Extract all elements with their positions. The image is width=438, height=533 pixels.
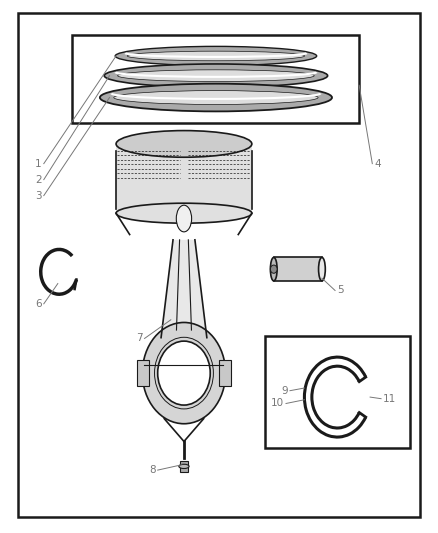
Text: 4: 4 <box>374 159 381 168</box>
Bar <box>116 144 252 213</box>
Ellipse shape <box>116 131 252 157</box>
Bar <box>180 461 188 472</box>
Text: 5: 5 <box>337 286 344 295</box>
Ellipse shape <box>318 257 325 281</box>
Ellipse shape <box>100 84 332 111</box>
Text: 2: 2 <box>35 175 42 184</box>
Ellipse shape <box>114 91 318 104</box>
Ellipse shape <box>179 464 189 469</box>
Text: 3: 3 <box>35 191 42 200</box>
Bar <box>265 336 410 448</box>
Bar <box>137 360 149 386</box>
Ellipse shape <box>116 203 252 223</box>
Bar <box>219 360 231 386</box>
Ellipse shape <box>270 257 277 281</box>
Text: 8: 8 <box>149 465 155 475</box>
Circle shape <box>270 265 277 273</box>
Circle shape <box>142 322 226 424</box>
Circle shape <box>158 341 210 405</box>
Ellipse shape <box>127 51 304 61</box>
Text: 11: 11 <box>383 394 396 403</box>
Ellipse shape <box>176 205 191 232</box>
Ellipse shape <box>104 64 328 87</box>
Ellipse shape <box>115 46 317 66</box>
Text: 1: 1 <box>35 159 42 168</box>
Text: 6: 6 <box>35 299 42 309</box>
Ellipse shape <box>118 70 314 82</box>
Bar <box>274 257 322 281</box>
Text: 9: 9 <box>281 386 288 395</box>
Polygon shape <box>161 240 207 338</box>
Bar <box>72 35 359 123</box>
Text: 10: 10 <box>271 399 284 408</box>
Text: 7: 7 <box>136 334 142 343</box>
